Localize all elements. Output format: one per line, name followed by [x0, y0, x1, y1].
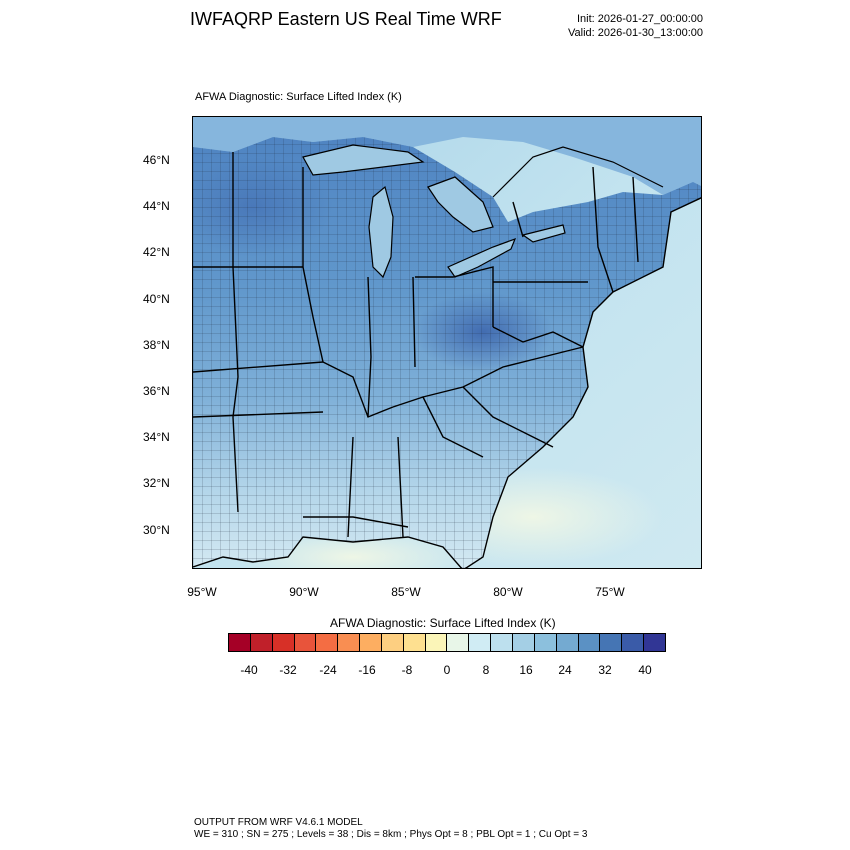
- lake-michigan: [368, 185, 394, 279]
- map-canvas: [193, 117, 701, 568]
- colorbar-cell: [403, 634, 426, 651]
- colorbar-cell: [316, 634, 339, 651]
- colorbar-tick: -32: [279, 663, 297, 677]
- lon-label: 90°W: [289, 585, 319, 599]
- colorbar-tick: -40: [240, 663, 258, 677]
- colorbar-cell: [512, 634, 535, 651]
- colorbar-cell: [229, 634, 251, 651]
- map-panel: [192, 116, 702, 569]
- lat-label: 38°N: [143, 338, 170, 352]
- colorbar-cell: [578, 634, 601, 651]
- canada-region: [193, 117, 701, 195]
- colorbar-cell: [534, 634, 557, 651]
- colorbar-cell: [272, 634, 295, 651]
- gulf-coastline: [193, 536, 463, 568]
- colorbar-tick: 0: [443, 663, 451, 677]
- colorbar-cell: [622, 634, 645, 651]
- lat-label: 44°N: [143, 199, 170, 213]
- st-lawrence-border: [492, 146, 664, 198]
- lat-label: 32°N: [143, 476, 170, 490]
- colorbar-tick: 8: [482, 663, 490, 677]
- lake-ontario: [521, 224, 566, 243]
- lon-label: 95°W: [187, 585, 217, 599]
- lake-superior: [302, 144, 425, 176]
- lon-label: 85°W: [391, 585, 421, 599]
- colorbar-tick: 24: [558, 663, 572, 677]
- colorbar-cell: [381, 634, 404, 651]
- colorbar: [228, 633, 666, 652]
- colorbar-cell: [491, 634, 513, 651]
- model-info-line1: OUTPUT FROM WRF V4.6.1 MODEL: [194, 817, 363, 828]
- colorbar-cell: [644, 634, 665, 651]
- colorbar-cell: [556, 634, 579, 651]
- colorbar-cell: [425, 634, 448, 651]
- colorbar-tick: -8: [401, 663, 413, 677]
- colorbar-tick: 32: [598, 663, 612, 677]
- colorbar-cell: [338, 634, 361, 651]
- state-borders: [193, 152, 639, 538]
- field-label: AFWA Diagnostic: Surface Lifted Index (K…: [195, 91, 402, 103]
- lat-label: 36°N: [143, 384, 170, 398]
- atlantic-coastline: [464, 197, 701, 568]
- lon-label: 75°W: [595, 585, 625, 599]
- colorbar-cell: [469, 634, 492, 651]
- colorbar-cell: [250, 634, 273, 651]
- plot-title: IWFAQRP Eastern US Real Time WRF: [190, 9, 502, 29]
- colorbar-title: AFWA Diagnostic: Surface Lifted Index (K…: [330, 616, 556, 630]
- model-info-line2: WE = 310 ; SN = 275 ; Levels = 38 ; Dis …: [194, 829, 588, 840]
- colorbar-tick: 16: [519, 663, 533, 677]
- lake-huron: [427, 176, 494, 233]
- lat-label: 46°N: [143, 153, 170, 167]
- colorbar-tick: -16: [358, 663, 376, 677]
- colorbar-cell: [294, 634, 317, 651]
- valid-time: Valid: 2026-01-30_13:00:00: [568, 27, 703, 39]
- lat-label: 34°N: [143, 430, 170, 444]
- colorbar-cell: [447, 634, 470, 651]
- colorbar-tick: -24: [319, 663, 337, 677]
- init-time: Init: 2026-01-27_00:00:00: [577, 13, 703, 25]
- lat-label: 42°N: [143, 245, 170, 259]
- colorbar-cell: [600, 634, 623, 651]
- colorbar-tick: 40: [638, 663, 652, 677]
- lon-label: 80°W: [493, 585, 523, 599]
- lat-label: 40°N: [143, 292, 170, 306]
- colorbar-cell: [360, 634, 382, 651]
- lat-label: 30°N: [143, 523, 170, 537]
